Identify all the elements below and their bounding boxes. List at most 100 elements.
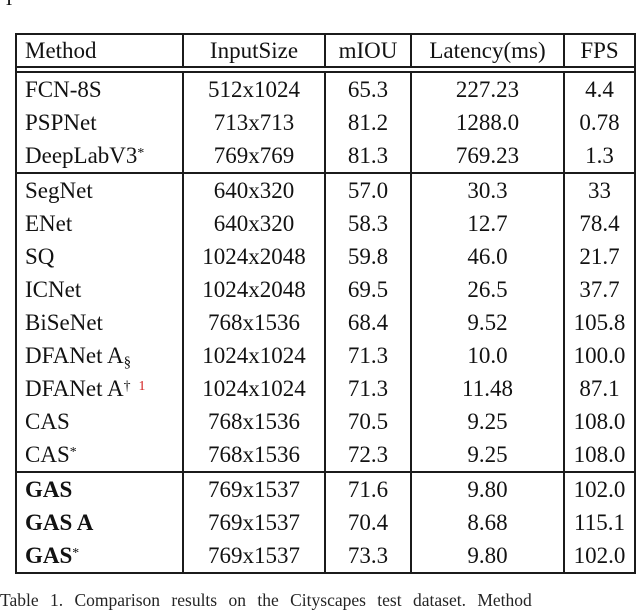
method-cell: DeepLabV3* — [17, 139, 184, 172]
table-row: CAS 768x1536 70.5 9.25 108.0 — [17, 405, 634, 438]
inputsize-cell: 768x1536 — [184, 438, 326, 471]
miou-cell: 59.8 — [326, 240, 412, 273]
table-body: FCN-8S 512x1024 65.3 227.23 4.4 PSPNet 713x713… — [17, 73, 634, 572]
superscript-mark: * — [137, 144, 145, 160]
miou-cell: 70.5 — [326, 405, 412, 438]
miou-cell: 68.4 — [326, 306, 412, 339]
table-row: ICNet 1024x2048 69.5 26.5 37.7 — [17, 273, 634, 306]
latency-cell: 9.52 — [412, 306, 565, 339]
inputsize-cell: 769x1537 — [184, 506, 326, 539]
method-cell: GAS — [17, 473, 184, 506]
latency-cell: 9.80 — [412, 539, 565, 572]
table-row: CAS* 768x1536 72.3 9.25 108.0 — [17, 438, 634, 471]
table-row: PSPNet 713x713 81.2 1288.0 0.78 — [17, 106, 634, 139]
latency-cell: 10.0 — [412, 339, 565, 372]
inputsize-cell: 769x1537 — [184, 539, 326, 572]
fps-cell: 78.4 — [579, 211, 620, 236]
fps-cell: 115.1 — [574, 510, 625, 535]
miou-cell: 71.6 — [326, 473, 412, 506]
method-name: DFANet A — [25, 343, 124, 368]
fps-cell: 108.0 — [573, 442, 626, 467]
miou-cell: 58.3 — [326, 207, 412, 240]
table-row: GAS 769x1537 71.6 9.80 102.0 — [17, 471, 634, 506]
method-name: SQ — [25, 244, 55, 269]
footnote-number: 1 — [138, 377, 146, 393]
fps-cell: 87.1 — [579, 376, 620, 401]
method-name: SegNet — [25, 178, 93, 203]
inputsize-cell: 1024x2048 — [184, 273, 326, 306]
miou-cell: 72.3 — [326, 438, 412, 471]
method-name: DeepLabV3 — [25, 143, 138, 168]
fps-cell: 102.0 — [573, 543, 626, 568]
latency-cell: 11.48 — [412, 372, 565, 405]
method-cell: ICNet — [17, 273, 184, 306]
latency-cell: 769.23 — [412, 139, 565, 172]
method-name: GAS — [25, 543, 73, 568]
method-cell: ENet — [17, 207, 184, 240]
method-cell: DFANet A§ — [17, 339, 184, 372]
fps-cell: 108.0 — [573, 409, 626, 434]
miou-cell: 71.3 — [326, 372, 412, 405]
method-cell: CAS — [17, 405, 184, 438]
method-cell: SegNet — [17, 174, 184, 207]
inputsize-cell: 1024x2048 — [184, 240, 326, 273]
table-row: SQ 1024x2048 59.8 46.0 21.7 — [17, 240, 634, 273]
method-name: BiSeNet — [25, 310, 103, 335]
miou-cell: 81.2 — [326, 106, 412, 139]
method-cell: FCN-8S — [17, 73, 184, 106]
method-cell: GAS A — [17, 506, 184, 539]
column-header-miou: mIOU — [326, 35, 412, 66]
fps-cell: 1.3 — [585, 143, 614, 168]
inputsize-cell: 1024x1024 — [184, 372, 326, 405]
latency-cell: 8.68 — [412, 506, 565, 539]
miou-cell: 65.3 — [326, 73, 412, 106]
miou-cell: 73.3 — [326, 539, 412, 572]
method-name: ENet — [25, 211, 73, 236]
fps-cell: 37.7 — [579, 277, 620, 302]
latency-cell: 9.80 — [412, 473, 565, 506]
fps-cell: 100.0 — [573, 343, 626, 368]
method-cell: SQ — [17, 240, 184, 273]
method-name: GAS — [25, 477, 73, 502]
table-row: DFANet A† 1 1024x1024 71.3 11.48 87.1 — [17, 372, 634, 405]
inputsize-cell: 640x320 — [184, 207, 326, 240]
table-caption: Table 1. Comparison results on the Citys… — [0, 590, 532, 610]
superscript-mark: * — [69, 443, 77, 459]
inputsize-cell: 713x713 — [184, 106, 326, 139]
table-row: SegNet 640x320 57.0 30.3 33 — [17, 172, 634, 207]
column-header-latency: Latency(ms) — [412, 35, 565, 66]
fps-cell: 33 — [588, 178, 611, 203]
inputsize-cell: 769x769 — [184, 139, 326, 172]
miou-cell: 71.3 — [326, 339, 412, 372]
latency-cell: 12.7 — [412, 207, 565, 240]
inputsize-cell: 768x1536 — [184, 405, 326, 438]
miou-cell: 81.3 — [326, 139, 412, 172]
latency-cell: 26.5 — [412, 273, 565, 306]
method-name: ICNet — [25, 277, 82, 302]
inputsize-cell: 512x1024 — [184, 73, 326, 106]
fps-cell: 105.8 — [573, 310, 626, 335]
superscript-mark: † — [123, 377, 131, 393]
method-name: CAS — [25, 409, 70, 434]
section-mark: § — [123, 354, 132, 371]
latency-cell: 227.23 — [412, 73, 565, 106]
fps-cell: 0.78 — [579, 110, 620, 135]
latency-cell: 9.25 — [412, 438, 565, 471]
table-row: GAS* 769x1537 73.3 9.80 102.0 — [17, 539, 634, 572]
table-row: DeepLabV3* 769x769 81.3 769.23 1.3 — [17, 139, 634, 172]
superscript-mark: * — [72, 544, 80, 560]
clipped-glyph: l — [6, 0, 12, 9]
latency-cell: 9.25 — [412, 405, 565, 438]
method-name: DFANet A — [25, 376, 124, 401]
table-header-row: Method InputSize mIOU Latency(ms) FPS — [17, 35, 634, 68]
fps-cell: 4.4 — [585, 77, 614, 102]
previous-line-text-fragment: l — [0, 0, 26, 9]
latency-cell: 30.3 — [412, 174, 565, 207]
table-row: FCN-8S 512x1024 65.3 227.23 4.4 — [17, 73, 634, 106]
miou-cell: 57.0 — [326, 174, 412, 207]
method-cell: DFANet A† 1 — [17, 372, 184, 405]
table-row: BiSeNet 768x1536 68.4 9.52 105.8 — [17, 306, 634, 339]
latency-cell: 1288.0 — [412, 106, 565, 139]
column-header-method: Method — [17, 35, 184, 66]
table-row: ENet 640x320 58.3 12.7 78.4 — [17, 207, 634, 240]
